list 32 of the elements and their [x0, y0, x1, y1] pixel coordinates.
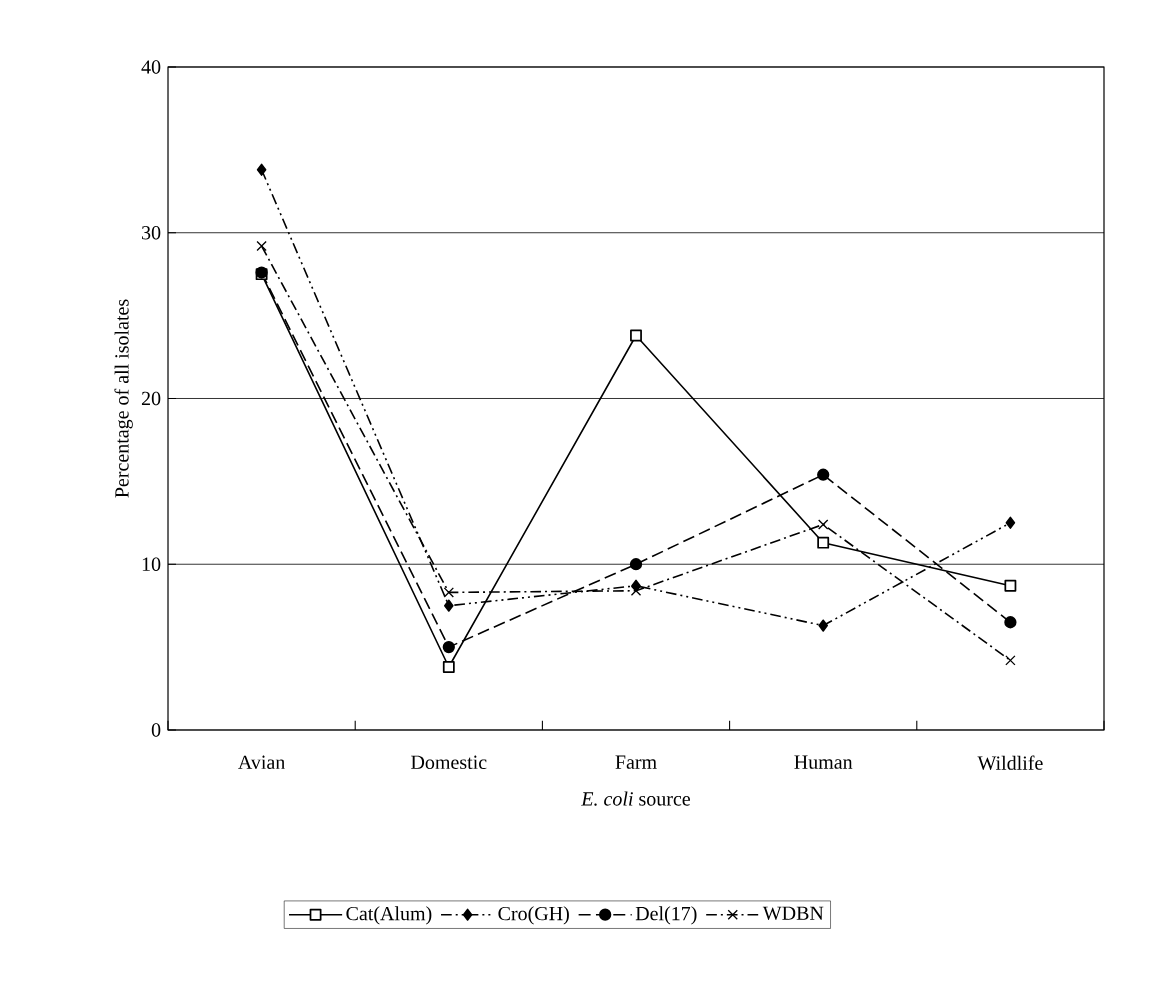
y-tick-label: 0 [151, 723, 161, 737]
point [256, 240, 267, 252]
legend-label: Cat(Alum) [346, 906, 432, 925]
point [1005, 655, 1016, 666]
y-tick-label: 20 [141, 391, 161, 406]
x-axis-title: E. coli source [581, 791, 690, 806]
legend-label: WDBN [762, 906, 824, 921]
point [1005, 516, 1016, 529]
y-tick-label: 30 [142, 226, 161, 240]
point [1004, 579, 1017, 592]
point [630, 329, 642, 342]
x-tick-label: Wildlife [977, 755, 1043, 770]
point [818, 519, 829, 530]
point [817, 468, 830, 481]
point [444, 599, 454, 612]
x-tick-label: Domestic [411, 755, 487, 770]
point [442, 661, 455, 673]
point [818, 619, 828, 632]
legend-label: Del(17) [635, 906, 697, 925]
point [1004, 616, 1017, 629]
x-tick-label: Human [794, 755, 853, 769]
point [256, 163, 267, 176]
legend-label: Cro(GH) [498, 906, 569, 925]
point [443, 587, 454, 598]
point [817, 536, 830, 549]
x-tick-label: Farm [615, 755, 657, 769]
y-axis-title: Percentage of all isolates [114, 299, 133, 498]
x-tick-label: Avian [238, 755, 286, 770]
y-tick-label: 10 [142, 557, 161, 571]
point [442, 640, 455, 654]
y-tick-label: 40 [141, 60, 161, 74]
point [629, 558, 643, 571]
